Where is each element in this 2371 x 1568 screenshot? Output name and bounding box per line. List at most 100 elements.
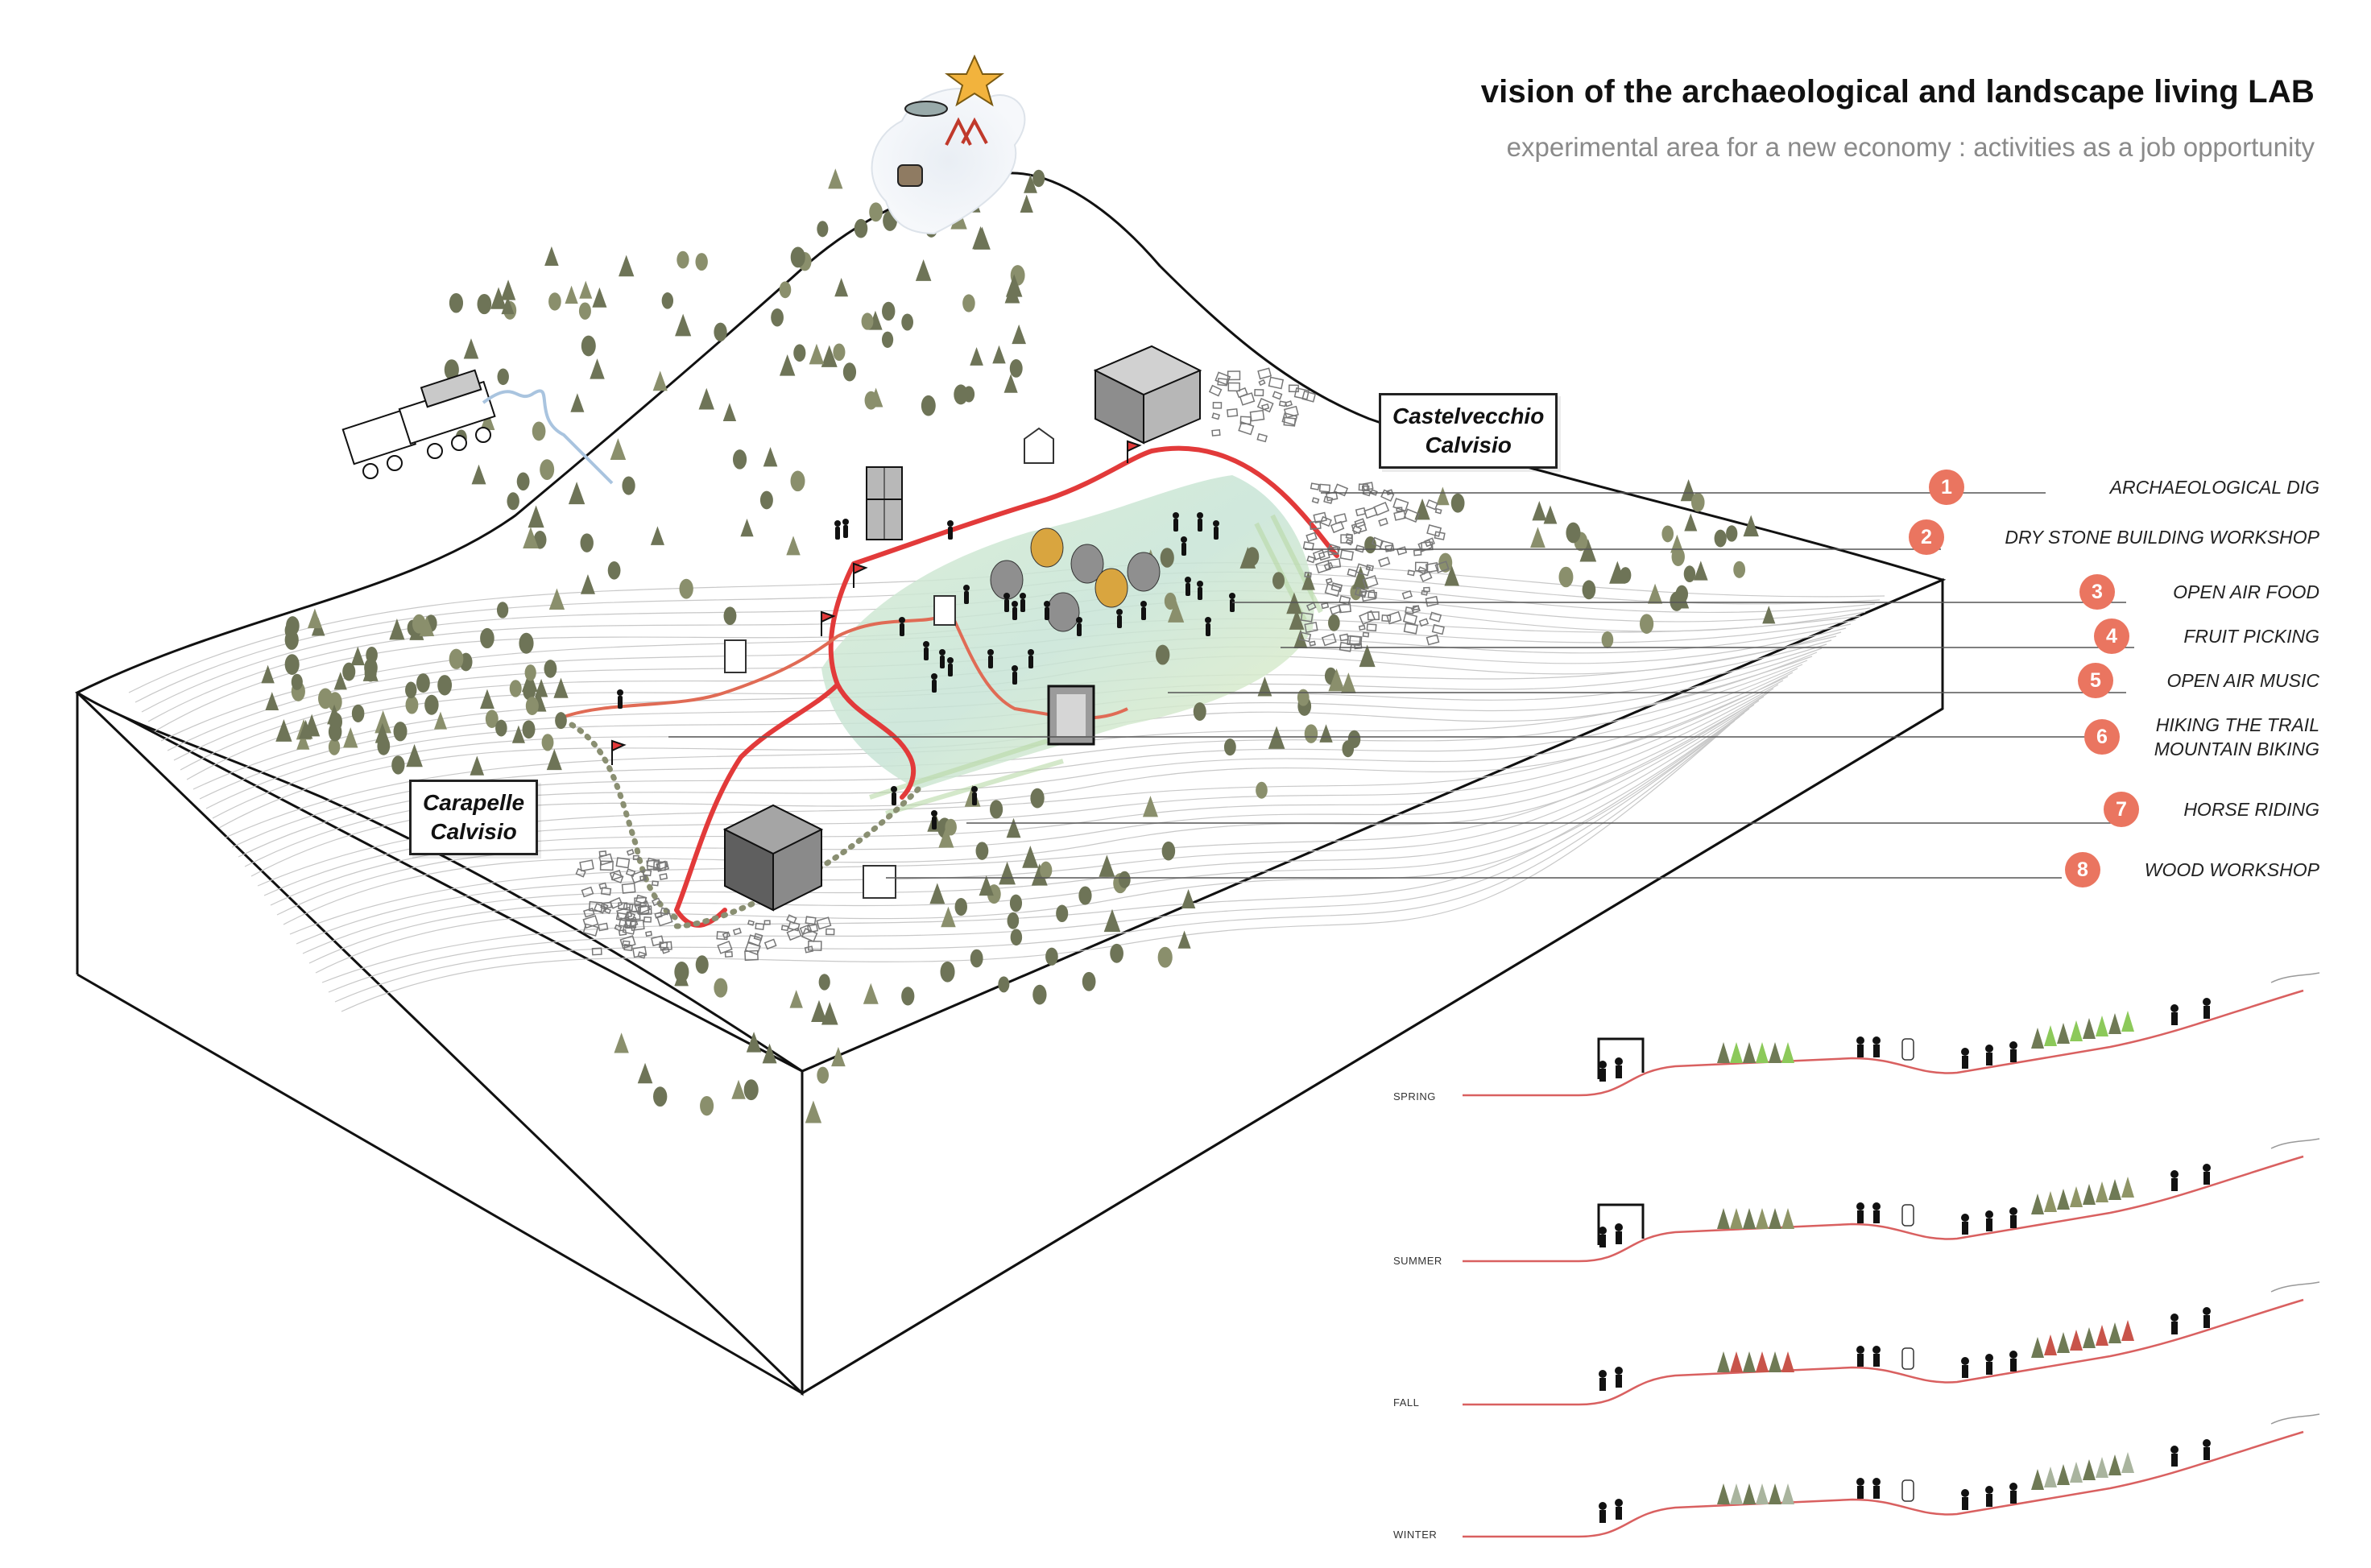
badge-wrap: 5: [2078, 660, 2113, 701]
person-silhouette: [1229, 593, 1235, 599]
section-tree: [2031, 1194, 2044, 1214]
stone-block: [1324, 583, 1341, 598]
person-body: [924, 647, 929, 660]
section-tree: [2031, 1337, 2044, 1358]
stone-block: [1434, 561, 1450, 573]
person-body: [1045, 607, 1049, 620]
section-person-head: [2170, 1170, 2179, 1178]
orchard-tree: [1070, 544, 1104, 584]
stone-block: [1254, 388, 1264, 397]
stone-block: [1323, 495, 1334, 504]
pine-tree: [265, 692, 279, 711]
section-person-body: [2171, 1322, 2178, 1334]
round-tree: [1601, 631, 1614, 648]
stone-block: [732, 927, 742, 936]
pine-tree: [992, 345, 1006, 364]
round-tree: [622, 476, 635, 495]
stone-block: [1319, 515, 1332, 527]
round-tree: [975, 842, 989, 860]
round-tree: [1566, 522, 1581, 544]
section-tree: [2031, 1028, 2044, 1049]
round-tree: [833, 343, 846, 362]
stone-block: [1368, 591, 1377, 599]
person-body: [948, 664, 953, 676]
section-tree: [2121, 1320, 2134, 1341]
person-body: [972, 792, 977, 805]
person-silhouette: [1140, 601, 1147, 607]
pine-tree: [1003, 374, 1018, 393]
stone-block: [1413, 549, 1422, 556]
stone-block: [1227, 408, 1239, 418]
round-tree: [869, 202, 883, 222]
stone-block: [1235, 387, 1248, 399]
section-person-head: [1985, 1045, 1993, 1053]
pine-tree: [546, 748, 562, 771]
person-silhouette: [931, 673, 937, 680]
stone-block: [629, 903, 642, 913]
round-tree: [1223, 738, 1236, 756]
person-silhouette: [834, 520, 841, 527]
stone-block: [615, 857, 631, 869]
round-tree: [921, 395, 936, 416]
pine-tree: [811, 999, 827, 1022]
seasonal-sections: [1463, 972, 2320, 1538]
person-body: [1028, 656, 1033, 668]
stone-block: [1211, 412, 1221, 420]
pine-tree: [1543, 505, 1558, 524]
section-tree: [1743, 1483, 1756, 1504]
stone-block: [1293, 387, 1310, 400]
activity-item: DRY STONE BUILDING WORKSHOP: [2005, 517, 2319, 557]
round-tree: [555, 712, 567, 730]
round-tree: [449, 292, 464, 313]
round-tree: [516, 472, 530, 491]
round-tree: [1045, 947, 1058, 966]
round-tree: [377, 737, 391, 755]
round-tree: [405, 695, 419, 714]
round-tree: [1683, 565, 1696, 582]
round-tree: [1007, 912, 1020, 929]
person-silhouette: [1003, 593, 1010, 599]
section-person-body: [2171, 1178, 2178, 1191]
section-booth: [1901, 1347, 1914, 1370]
round-tree: [1245, 547, 1260, 566]
stone-block: [1345, 538, 1353, 546]
section-person-head: [2009, 1483, 2017, 1491]
stone-block: [623, 903, 634, 912]
person-body: [1004, 599, 1009, 612]
pine-tree: [523, 527, 539, 549]
stone-block: [1326, 543, 1341, 556]
stone-block: [1298, 631, 1312, 643]
pine-tree: [528, 505, 544, 528]
pine-tree: [763, 447, 778, 467]
pine-tree: [999, 861, 1016, 885]
stone-block: [1393, 510, 1407, 521]
watch-tower: [866, 466, 903, 540]
stone-block: [643, 916, 652, 923]
pine-tree: [1022, 845, 1039, 868]
person-body: [1214, 527, 1219, 540]
section-tree: [1769, 1042, 1781, 1063]
round-tree: [1558, 566, 1574, 588]
stone-block: [1318, 550, 1330, 561]
pine-tree: [333, 672, 347, 690]
stone-block: [1358, 483, 1368, 491]
round-tree: [759, 490, 773, 510]
section-person-body: [1962, 1497, 1968, 1510]
stone-block: [618, 902, 628, 909]
section-tree: [1730, 1483, 1743, 1504]
stone-block: [1362, 482, 1374, 491]
person-body: [1012, 607, 1017, 620]
section-tree: [2057, 1023, 2070, 1044]
section-tree: [2096, 1325, 2108, 1346]
callout-line: Carapelle: [423, 790, 525, 815]
person-body: [618, 696, 623, 709]
pine-tree: [675, 313, 692, 337]
section-frame: [1597, 1037, 1645, 1079]
pine-tree: [941, 906, 956, 928]
section-person-head: [2203, 1164, 2211, 1172]
pine-tree: [1286, 592, 1302, 614]
section-tree: [2096, 1181, 2108, 1202]
round-tree: [954, 384, 968, 405]
round-tree: [743, 1079, 759, 1101]
